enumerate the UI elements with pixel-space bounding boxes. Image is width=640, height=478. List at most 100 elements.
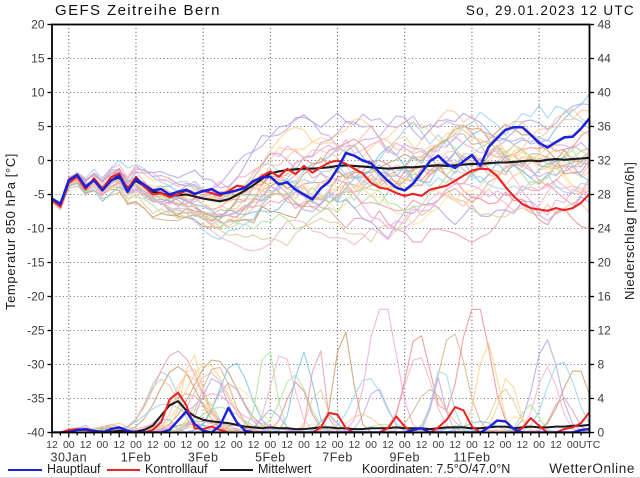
left-tick-label: -35 bbox=[27, 392, 45, 406]
ensemble-member-temperature-line bbox=[52, 135, 590, 205]
left-tick-label: 10 bbox=[31, 86, 45, 100]
time-tick-label: 00 bbox=[298, 439, 310, 451]
time-tick-label: 12 bbox=[248, 439, 260, 451]
right-tick-label: 0 bbox=[598, 426, 605, 440]
coordinates-label: Koordinaten: 7.5°O/47.0°N bbox=[362, 462, 511, 476]
left-tick-label: 5 bbox=[38, 120, 45, 134]
ensemble-member-precipitation-line bbox=[52, 308, 590, 433]
right-tick-label: 48 bbox=[598, 18, 612, 32]
date-label: 9Feb bbox=[389, 451, 420, 465]
time-tick-label: 12 bbox=[80, 439, 92, 451]
ensemble-member-precipitation-line bbox=[52, 403, 590, 433]
time-tick-label: 12 bbox=[382, 439, 394, 451]
time-tick-label: 00 bbox=[332, 439, 344, 451]
right-tick-label: 28 bbox=[598, 188, 612, 202]
left-tick-label: -20 bbox=[27, 290, 45, 304]
date-label: 30Jan bbox=[51, 451, 88, 465]
brand-wordmark: WetterOnline bbox=[549, 461, 635, 476]
right-tick-label: 32 bbox=[598, 154, 612, 168]
ensemble-member-temperature-line bbox=[52, 103, 590, 205]
time-tick-label: 00 bbox=[164, 439, 176, 451]
time-tick-label: 12 bbox=[281, 439, 293, 451]
legend: Hauptlauf Kontrolllauf Mittelwert Koordi… bbox=[0, 461, 640, 477]
right-tick-label: 24 bbox=[598, 222, 612, 236]
time-tick-label: 12 bbox=[416, 439, 428, 451]
time-tick-label: 00 bbox=[197, 439, 209, 451]
ensemble-member-precipitation-line bbox=[52, 331, 590, 433]
left-tick-label: 20 bbox=[31, 18, 45, 32]
data-lines bbox=[52, 93, 590, 433]
hauptlauf-line-sample bbox=[8, 469, 42, 471]
left-axis-title: Temperatur 850 hPa [°C] bbox=[3, 153, 18, 310]
time-tick-label: 12 bbox=[214, 439, 226, 451]
left-tick-label: -10 bbox=[27, 222, 45, 236]
ensemble-member-precipitation-line bbox=[52, 354, 590, 433]
ensemble-member-temperature-line bbox=[52, 109, 590, 207]
left-tick-label: -30 bbox=[27, 358, 45, 372]
ensemble-member-temperature-line bbox=[52, 123, 590, 218]
ensemble-member-precipitation-line bbox=[52, 308, 590, 433]
left-tick-label: 0 bbox=[38, 154, 45, 168]
right-tick-label: 12 bbox=[598, 324, 612, 338]
right-tick-label: 8 bbox=[598, 358, 605, 372]
time-tick-label: 00 bbox=[365, 439, 377, 451]
date-label: 1Feb bbox=[121, 451, 152, 465]
time-tick-label: 12 bbox=[483, 439, 495, 451]
time-tick-label: 00 bbox=[399, 439, 411, 451]
time-tick-label: 12 bbox=[550, 439, 562, 451]
right-axis-title: Niederschlag [mm/6h] bbox=[622, 162, 637, 300]
time-tick-label: 00 bbox=[97, 439, 109, 451]
time-tick-label: 00 bbox=[466, 439, 478, 451]
kontrolllauf-line-sample bbox=[107, 469, 140, 471]
ensemble-member-precipitation-line bbox=[52, 351, 590, 433]
time-tick-label: 12 bbox=[113, 439, 125, 451]
ensemble-member-temperature-line bbox=[52, 108, 590, 214]
time-tick-label: 00 bbox=[533, 439, 545, 451]
ensemble-member-precipitation-line bbox=[52, 378, 590, 433]
mittelwert-line-sample bbox=[220, 469, 253, 471]
ensemble-member-temperature-line bbox=[52, 144, 590, 230]
left-tick-label: 15 bbox=[31, 52, 45, 66]
date-label: 7Feb bbox=[322, 451, 353, 465]
ensemble-member-precipitation-line bbox=[52, 374, 590, 433]
ensemble-member-temperature-line bbox=[52, 177, 590, 229]
ensemble-member-temperature-line bbox=[52, 153, 590, 208]
date-label: 11Feb bbox=[453, 451, 490, 465]
time-tick-label: 12 bbox=[147, 439, 159, 451]
left-tick-label: -25 bbox=[27, 324, 45, 338]
time-tick-label: 12 bbox=[349, 439, 361, 451]
axes: -40-35-30-25-20-15-10-505101520048121620… bbox=[27, 18, 611, 465]
time-tick-label: 00 bbox=[500, 439, 512, 451]
plot-border bbox=[51, 23, 591, 434]
run-datetime: So, 29.01.2023 12 UTC bbox=[465, 3, 635, 18]
right-tick-label: 44 bbox=[598, 52, 612, 66]
ensemble-member-precipitation-line bbox=[52, 362, 590, 433]
time-tick-label: 12 bbox=[181, 439, 193, 451]
time-tick-label: 12 bbox=[449, 439, 461, 451]
time-tick-label: 12 bbox=[315, 439, 327, 451]
right-tick-label: 40 bbox=[598, 86, 612, 100]
hauptlauf-temperature-line bbox=[52, 117, 590, 206]
hauptlauf-legend-label: Hauptlauf bbox=[47, 462, 101, 476]
kontrolllauf-legend-label: Kontrolllauf bbox=[145, 462, 208, 476]
time-tick-label: 12 bbox=[46, 439, 58, 451]
right-tick-label: 16 bbox=[598, 290, 612, 304]
right-tick-label: 20 bbox=[598, 256, 612, 270]
time-tick-label: 00 bbox=[432, 439, 444, 451]
ensemble-member-temperature-line bbox=[52, 120, 590, 208]
ensemble-member-precipitation-line bbox=[52, 351, 590, 433]
kontrolllauf-precipitation-line bbox=[52, 391, 590, 433]
page-title: GEFS Zeitreihe Bern bbox=[55, 2, 221, 19]
time-tick-label: 12 bbox=[516, 439, 528, 451]
date-label: 5Feb bbox=[255, 451, 286, 465]
time-tick-label: 00 bbox=[63, 439, 75, 451]
ensemble-member-precipitation-line bbox=[52, 370, 590, 433]
time-tick-label: 00 bbox=[130, 439, 142, 451]
left-tick-label: -40 bbox=[27, 426, 45, 440]
time-tick-label: 00 bbox=[567, 439, 579, 451]
time-tick-label: 00 bbox=[231, 439, 243, 451]
gridlines bbox=[52, 24, 590, 433]
time-tick-label: 00 bbox=[265, 439, 277, 451]
